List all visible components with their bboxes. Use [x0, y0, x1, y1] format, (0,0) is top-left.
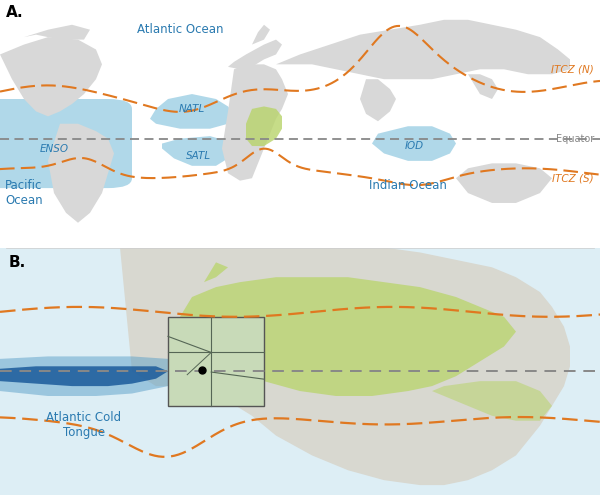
Polygon shape — [252, 25, 270, 45]
Text: Atlantic Cold
Tongue: Atlantic Cold Tongue — [46, 411, 122, 439]
Bar — [168, 317, 264, 406]
Polygon shape — [180, 277, 516, 396]
Polygon shape — [276, 20, 570, 79]
FancyBboxPatch shape — [0, 99, 132, 188]
Polygon shape — [222, 64, 288, 181]
Polygon shape — [0, 356, 180, 396]
Text: SATL: SATL — [185, 151, 211, 161]
Text: B.: B. — [9, 255, 26, 270]
Text: Indian Ocean: Indian Ocean — [369, 179, 447, 192]
Polygon shape — [456, 163, 552, 203]
Polygon shape — [360, 79, 396, 121]
Text: ENSO: ENSO — [40, 144, 68, 153]
Polygon shape — [0, 37, 102, 116]
Polygon shape — [432, 381, 552, 421]
Text: NATL: NATL — [179, 104, 205, 114]
Text: ITCZ (N): ITCZ (N) — [551, 64, 594, 74]
Polygon shape — [372, 126, 456, 161]
Text: IOD: IOD — [404, 141, 424, 151]
Text: Equator: Equator — [556, 134, 594, 144]
Text: Pacific
Ocean: Pacific Ocean — [5, 179, 43, 207]
Polygon shape — [228, 40, 282, 69]
Polygon shape — [24, 25, 90, 40]
Polygon shape — [468, 74, 498, 99]
Text: A.: A. — [6, 5, 23, 20]
Polygon shape — [0, 366, 168, 386]
Polygon shape — [48, 124, 114, 223]
Polygon shape — [120, 248, 570, 485]
Text: ITCZ (S): ITCZ (S) — [553, 173, 594, 183]
Polygon shape — [246, 106, 282, 146]
Polygon shape — [162, 136, 234, 166]
Polygon shape — [150, 94, 234, 129]
Polygon shape — [204, 262, 228, 282]
Text: Atlantic Ocean: Atlantic Ocean — [137, 23, 223, 36]
